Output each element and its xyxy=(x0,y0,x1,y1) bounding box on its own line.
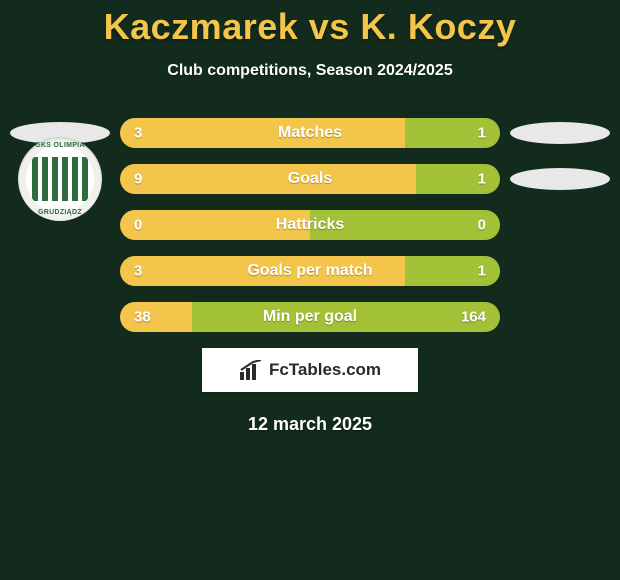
stat-value-right: 164 xyxy=(461,309,486,326)
player-avatar-right xyxy=(510,122,610,144)
stat-bar: Min per goal 38 164 xyxy=(120,302,500,332)
bar-segment-right xyxy=(416,164,500,194)
badge-text-top: GKS OLIMPIA xyxy=(35,142,85,149)
chart-icon xyxy=(239,360,263,380)
stat-row: Min per goal 38 164 xyxy=(10,302,610,332)
page-title: Kaczmarek vs K. Koczy xyxy=(0,0,620,48)
stat-value-left: 0 xyxy=(134,217,142,234)
date-label: 12 march 2025 xyxy=(0,414,620,435)
stat-bar: Matches 3 1 xyxy=(120,118,500,148)
brand-badge[interactable]: FcTables.com xyxy=(202,348,418,392)
stat-label: Goals xyxy=(288,170,332,188)
bar-segment-left xyxy=(120,302,192,332)
bar-segment-left xyxy=(120,118,405,148)
stat-bar: Goals per match 3 1 xyxy=(120,256,500,286)
player-avatar-right xyxy=(510,168,610,190)
stat-label: Min per goal xyxy=(263,308,357,326)
stat-value-left: 9 xyxy=(134,171,142,188)
stat-label: Hattricks xyxy=(276,216,344,234)
brand-text: FcTables.com xyxy=(269,360,381,380)
stat-value-left: 38 xyxy=(134,309,151,326)
stat-value-right: 1 xyxy=(478,125,486,142)
stat-bar: Goals 9 1 xyxy=(120,164,500,194)
stat-label: Matches xyxy=(278,124,342,142)
stats-rows: Matches31GKS OLIMPIAGRUDZIĄDZGoals91Hatt… xyxy=(10,118,610,332)
bar-segment-left xyxy=(120,164,416,194)
stat-value-right: 0 xyxy=(478,217,486,234)
stat-label: Goals per match xyxy=(247,262,372,280)
comparison-card: Kaczmarek vs K. Koczy Club competitions,… xyxy=(0,0,620,580)
subtitle: Club competitions, Season 2024/2025 xyxy=(0,62,620,80)
stat-bar: Hattricks 0 0 xyxy=(120,210,500,240)
stat-value-left: 3 xyxy=(134,263,142,280)
stat-value-right: 1 xyxy=(478,171,486,188)
stat-value-right: 1 xyxy=(478,263,486,280)
stat-value-left: 3 xyxy=(134,125,142,142)
